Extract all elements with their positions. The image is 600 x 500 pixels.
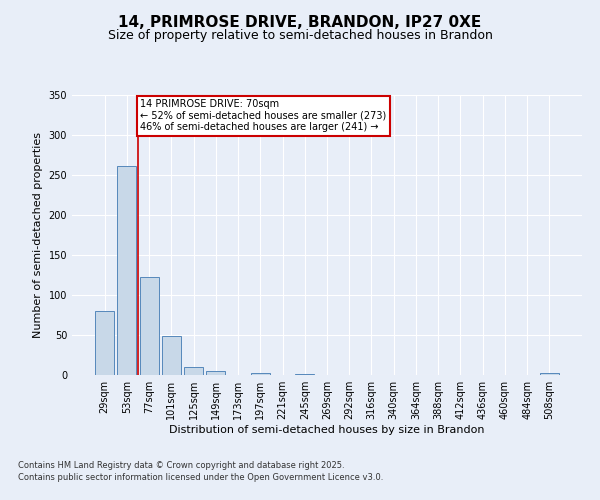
Bar bbox=[184, 367, 203, 375]
Text: Size of property relative to semi-detached houses in Brandon: Size of property relative to semi-detach… bbox=[107, 28, 493, 42]
Text: 14, PRIMROSE DRIVE, BRANDON, IP27 0XE: 14, PRIMROSE DRIVE, BRANDON, IP27 0XE bbox=[118, 15, 482, 30]
X-axis label: Distribution of semi-detached houses by size in Brandon: Distribution of semi-detached houses by … bbox=[169, 425, 485, 435]
Text: Contains public sector information licensed under the Open Government Licence v3: Contains public sector information licen… bbox=[18, 473, 383, 482]
Bar bbox=[295, 374, 314, 375]
Bar bbox=[251, 372, 270, 375]
Bar bbox=[140, 278, 158, 375]
Bar bbox=[206, 371, 225, 375]
Bar bbox=[95, 311, 114, 375]
Bar bbox=[118, 166, 136, 375]
Bar bbox=[540, 372, 559, 375]
Bar bbox=[162, 336, 181, 375]
Text: Contains HM Land Registry data © Crown copyright and database right 2025.: Contains HM Land Registry data © Crown c… bbox=[18, 462, 344, 470]
Y-axis label: Number of semi-detached properties: Number of semi-detached properties bbox=[33, 132, 43, 338]
Text: 14 PRIMROSE DRIVE: 70sqm
← 52% of semi-detached houses are smaller (273)
46% of : 14 PRIMROSE DRIVE: 70sqm ← 52% of semi-d… bbox=[140, 99, 386, 132]
